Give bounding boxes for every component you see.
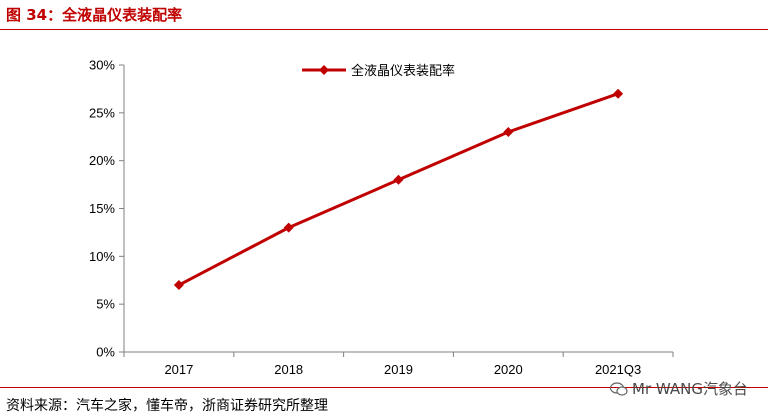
y-tick-label: 15%	[89, 201, 115, 216]
y-tick-label: 0%	[96, 345, 115, 360]
title-rule	[0, 29, 768, 30]
y-tick-label: 25%	[89, 105, 115, 120]
y-tick-label: 20%	[89, 153, 115, 168]
legend-label: 全液晶仪表装配率	[351, 63, 455, 79]
data-point-marker	[613, 88, 624, 99]
chart-legend: 全液晶仪表装配率	[302, 63, 455, 79]
series-line	[178, 92, 619, 287]
data-point-marker	[283, 222, 294, 233]
x-tick-label: 2017	[164, 362, 193, 377]
wechat-icon	[610, 382, 628, 396]
x-tick-label: 2020	[494, 362, 523, 377]
y-tick-labels: 0% 5% 10% 15% 20% 25% 30%	[89, 58, 115, 360]
data-point-marker	[393, 174, 404, 185]
x-tick-label: 2021Q3	[595, 362, 641, 377]
x-tick-label: 2018	[274, 362, 303, 377]
legend-swatch-marker	[319, 65, 329, 75]
y-tick-label: 5%	[96, 297, 115, 312]
watermark: Mr WANG汽象台	[610, 378, 748, 399]
source-rule	[0, 387, 768, 388]
x-tick-label: 2019	[384, 362, 413, 377]
data-point-marker	[173, 280, 184, 291]
y-tick-label: 10%	[89, 249, 115, 264]
source-note: 资料来源：汽车之家，懂车帝，浙商证券研究所整理	[6, 398, 328, 414]
chart-series	[173, 88, 624, 291]
x-tick-labels: 2017 2018 2019 2020 2021Q3	[164, 362, 641, 377]
y-tick-label: 30%	[89, 58, 115, 73]
chart-axes	[119, 64, 674, 357]
figure-title: 图 34：全液晶仪表装配率	[6, 6, 183, 24]
data-point-marker	[503, 126, 514, 137]
watermark-text: Mr WANG汽象台	[632, 380, 748, 398]
